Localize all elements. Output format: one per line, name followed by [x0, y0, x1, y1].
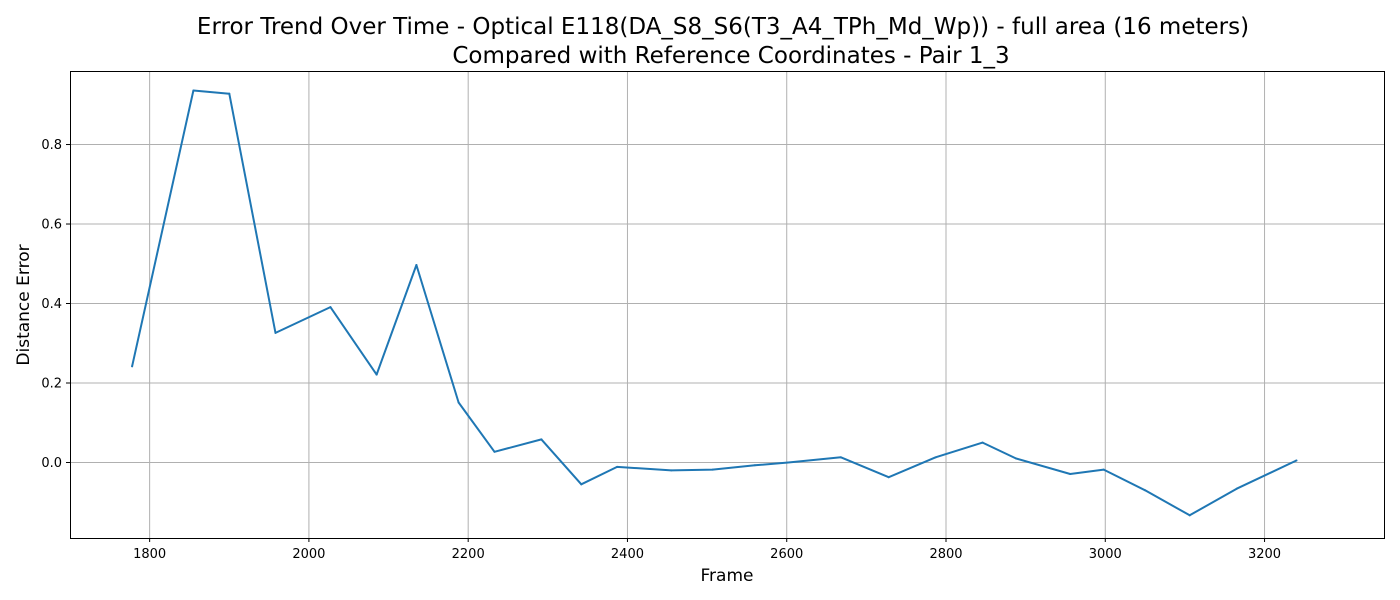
data-point: [493, 450, 496, 453]
data-point: [228, 92, 231, 95]
x-tick-label: 2400: [611, 547, 644, 562]
data-point: [192, 89, 195, 92]
x-tick-label: 2600: [770, 547, 803, 562]
y-tick-label: 0.0: [41, 456, 62, 471]
grid: [70, 71, 1384, 538]
data-point: [1295, 459, 1298, 462]
data-point: [981, 441, 984, 444]
data-point: [787, 461, 790, 464]
data-point: [274, 331, 277, 334]
data-point: [1069, 473, 1072, 476]
y-tick-label: 0.6: [41, 218, 62, 233]
data-point: [1102, 468, 1105, 471]
data-point: [375, 373, 378, 376]
data-point: [670, 469, 673, 472]
plot-frame: [70, 71, 1385, 539]
data-point: [1144, 489, 1147, 492]
data-point: [887, 476, 890, 479]
data-point: [1235, 487, 1238, 490]
data-point: [457, 401, 460, 404]
data-point: [131, 365, 134, 368]
data-point: [711, 468, 714, 471]
x-tick-label: 3200: [1248, 547, 1281, 562]
axis-ticks: 1800 2000 2200 2400 2600 2800 3000 3200 0.0 0.2 0.…: [41, 138, 1281, 562]
data-point: [415, 263, 418, 266]
x-tick-label: 2200: [452, 547, 485, 562]
x-axis-label: Frame: [701, 566, 754, 586]
chart-subtitle: Compared with Reference Coordinates - Pa…: [452, 43, 1009, 69]
y-tick-label: 0.8: [41, 138, 62, 153]
data-point: [753, 464, 756, 467]
x-tick-label: 2800: [929, 547, 962, 562]
data-point: [540, 438, 543, 441]
data-point: [580, 483, 583, 486]
data-point: [616, 465, 619, 468]
data-point: [1188, 514, 1191, 517]
y-axis-label: Distance Error: [14, 244, 34, 365]
data-point: [329, 306, 332, 309]
x-tick-label: 2000: [292, 547, 325, 562]
y-tick-label: 0.4: [41, 297, 62, 312]
x-tick-label: 1800: [133, 547, 166, 562]
x-tick-label: 3000: [1089, 547, 1122, 562]
data-point: [1015, 457, 1018, 460]
y-tick-label: 0.2: [41, 376, 62, 391]
chart-title: Error Trend Over Time - Optical E118(DA_…: [197, 14, 1249, 40]
data-point: [839, 456, 842, 459]
series-line: [131, 89, 1298, 517]
data-point: [934, 456, 937, 459]
series-layer: [131, 89, 1298, 517]
